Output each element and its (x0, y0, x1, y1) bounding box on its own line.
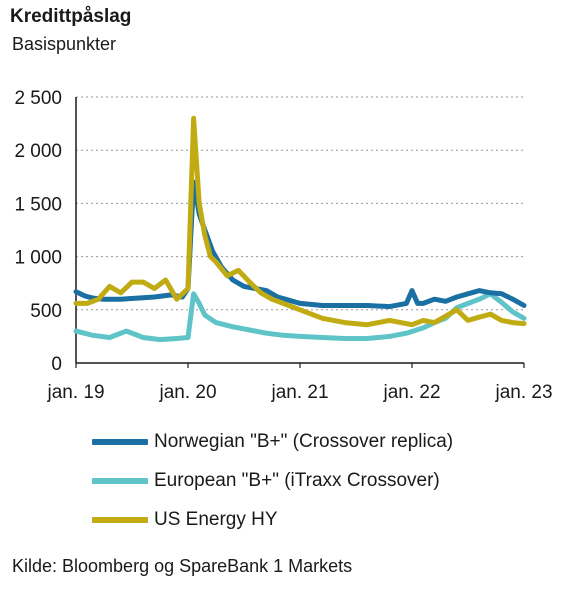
legend-label: European "B+" (iTraxx Crossover) (154, 470, 440, 491)
legend-item-european: European "B+" (iTraxx Crossover) (92, 470, 440, 492)
y-tick-label: 500 (30, 301, 62, 322)
source-note: Kilde: Bloomberg og SpareBank 1 Markets (12, 556, 353, 576)
y-tick-label: 1 500 (14, 194, 62, 215)
x-tick-label: jan. 21 (270, 382, 328, 403)
legend-label: US Energy HY (154, 509, 278, 530)
y-tick-label: 1 000 (14, 248, 62, 269)
chart-subtitle: Basispunkter (12, 34, 117, 54)
x-tick-label: jan. 19 (46, 382, 104, 403)
legend-swatch (92, 478, 148, 484)
legend-item-norwegian: Norwegian "B+" (Crossover replica) (92, 431, 453, 453)
legend-item-us-energy: US Energy HY (92, 509, 278, 531)
legend-label: Norwegian "B+" (Crossover replica) (154, 431, 454, 452)
x-tick-label: jan. 22 (382, 382, 440, 403)
y-tick-label: 2 000 (14, 141, 62, 162)
chart-title: Kredittpåslag (10, 6, 132, 27)
series-line-1 (73, 291, 527, 343)
legend-swatch (92, 517, 148, 523)
x-tick-label: jan. 23 (494, 382, 552, 403)
series-line-0 (73, 179, 527, 310)
line-chart: 0 500 1 000 1 500 2 000 2 500 jan. 19 jan. 20 ja… (14, 88, 552, 403)
legend-swatch (92, 439, 148, 445)
y-tick-label: 0 (51, 354, 62, 375)
x-tick-label: jan. 20 (158, 382, 216, 403)
series-line-2 (73, 115, 527, 328)
y-tick-label: 2 500 (14, 88, 62, 109)
